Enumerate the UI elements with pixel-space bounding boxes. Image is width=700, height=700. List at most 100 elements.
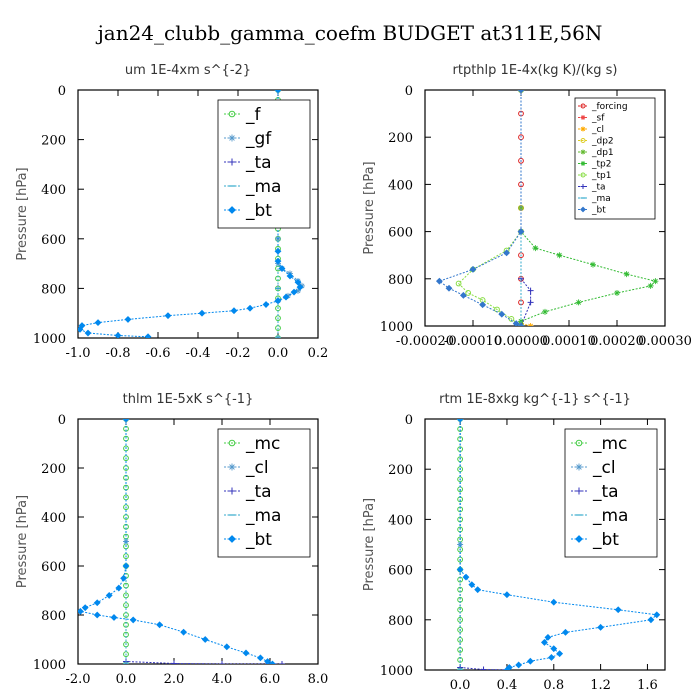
data-point — [527, 299, 534, 306]
data-point — [512, 320, 520, 326]
x-tick-label: 6.0 — [260, 672, 281, 687]
legend-label: _sf — [591, 114, 605, 124]
legend-label: _dp2 — [591, 137, 614, 147]
legend-label: _mc — [592, 434, 627, 454]
legend-label: _ma — [245, 177, 281, 197]
legend-swatch-marker — [228, 206, 236, 214]
x-tick-label: -0.2 — [225, 346, 250, 361]
data-point — [93, 611, 101, 619]
x-tick-label: -2.0 — [65, 672, 90, 687]
data-point — [114, 332, 122, 338]
data-point — [459, 291, 467, 299]
data-point — [556, 252, 563, 259]
data-point — [81, 604, 89, 612]
data-point — [78, 607, 84, 615]
legend-label: _bt — [592, 530, 619, 550]
data-point — [540, 638, 548, 646]
data-point — [262, 301, 270, 308]
data-point — [201, 636, 209, 643]
legend-box — [574, 97, 656, 220]
data-point — [527, 323, 534, 326]
legend-label: _cl — [245, 458, 269, 478]
data-point — [503, 666, 511, 670]
y-tick-label: 800 — [41, 282, 66, 297]
data-point — [274, 297, 282, 305]
y-tick-label: 0 — [58, 413, 66, 428]
legend-label: _ta — [245, 153, 272, 173]
legend-label: _ma — [245, 506, 281, 526]
x-tick-label: -0.00010 — [444, 334, 502, 349]
y-tick-label: 800 — [388, 273, 413, 288]
panel-title: rtm 1E-8xkg kg^{-1} s^{-1} — [439, 392, 631, 407]
chart-panel-3: thlm 1E-5xK s^{-1} 0 200 400 600 800 1000-2.0 0… — [15, 392, 328, 687]
legend-label: _cl — [591, 125, 604, 135]
data-point — [129, 616, 137, 624]
data-point — [503, 249, 511, 257]
legend-label: _f — [245, 105, 262, 125]
data-point — [515, 661, 523, 669]
data-point — [294, 278, 302, 286]
x-tick-label: 0.4 — [497, 678, 518, 693]
x-tick-label: -0.8 — [105, 346, 130, 361]
legend-swatch-marker — [228, 158, 236, 166]
y-tick-label: 1000 — [380, 320, 413, 335]
data-point — [462, 573, 470, 581]
legend-swatch-marker — [228, 439, 236, 447]
legend-label: _gf — [245, 129, 272, 149]
data-point — [653, 611, 661, 619]
data-point — [469, 265, 477, 273]
y-tick-label: 0 — [405, 84, 413, 99]
series-group — [78, 90, 305, 338]
y-tick-label: 600 — [41, 233, 66, 248]
data-point — [124, 315, 132, 323]
plot-frame — [424, 418, 666, 671]
legend-label: _bt — [245, 530, 272, 550]
panel-title: rtpthlp 1E-4x(kg K)/(kg s) — [453, 63, 618, 78]
x-tick-label: 2.0 — [164, 672, 185, 687]
chart-panel-1: um 1E-4xm s^{-2} 0 200 400 600 800 1000-1.0 -0.… — [15, 63, 328, 361]
data-point — [164, 312, 172, 320]
legend-box — [564, 428, 658, 558]
legend-swatch-marker — [580, 184, 586, 189]
x-tick-label: -1.0 — [65, 346, 90, 361]
data-point — [456, 566, 464, 574]
x-tick-label: 0.2 — [308, 346, 329, 361]
x-tick-label: -0.4 — [185, 346, 210, 361]
y-tick-label: 200 — [41, 134, 66, 149]
y-tick-label: 0 — [405, 413, 413, 428]
legend-label: _ta — [591, 183, 606, 193]
data-point — [590, 261, 596, 268]
y-tick-label: 600 — [388, 564, 413, 579]
data-point — [498, 310, 506, 318]
x-tick-label: 0.00020 — [590, 334, 644, 349]
legend-label: _ta — [245, 482, 272, 502]
panel-title: um 1E-4xm s^{-2} — [125, 63, 251, 78]
data-point — [517, 90, 525, 94]
data-point — [457, 541, 464, 548]
legend-box — [217, 99, 311, 229]
legend-swatch-marker — [575, 535, 583, 543]
data-point — [647, 282, 654, 289]
data-point — [78, 325, 84, 333]
data-point — [517, 228, 525, 236]
data-point — [223, 643, 231, 651]
legend-label: _cl — [592, 458, 616, 478]
figure-title: jan24_clubb_gamma_coefm BUDGET at311E,56… — [96, 21, 603, 45]
data-point — [115, 584, 123, 592]
data-point — [156, 621, 164, 629]
legend-swatch-marker — [580, 126, 586, 132]
legend-label: _ta — [592, 482, 619, 502]
series-line — [438, 90, 522, 326]
data-point — [544, 633, 552, 641]
legend-swatch-marker — [580, 138, 586, 143]
legend-label: _tp1 — [591, 171, 611, 181]
data-point — [623, 271, 630, 278]
y-tick-label: 200 — [41, 462, 66, 477]
legend-swatch-marker — [580, 115, 586, 120]
data-point — [278, 265, 286, 272]
legend-label: _bt — [245, 201, 272, 221]
data-point — [122, 562, 130, 570]
data-point — [532, 245, 539, 252]
legend-label: _bt — [591, 206, 606, 216]
